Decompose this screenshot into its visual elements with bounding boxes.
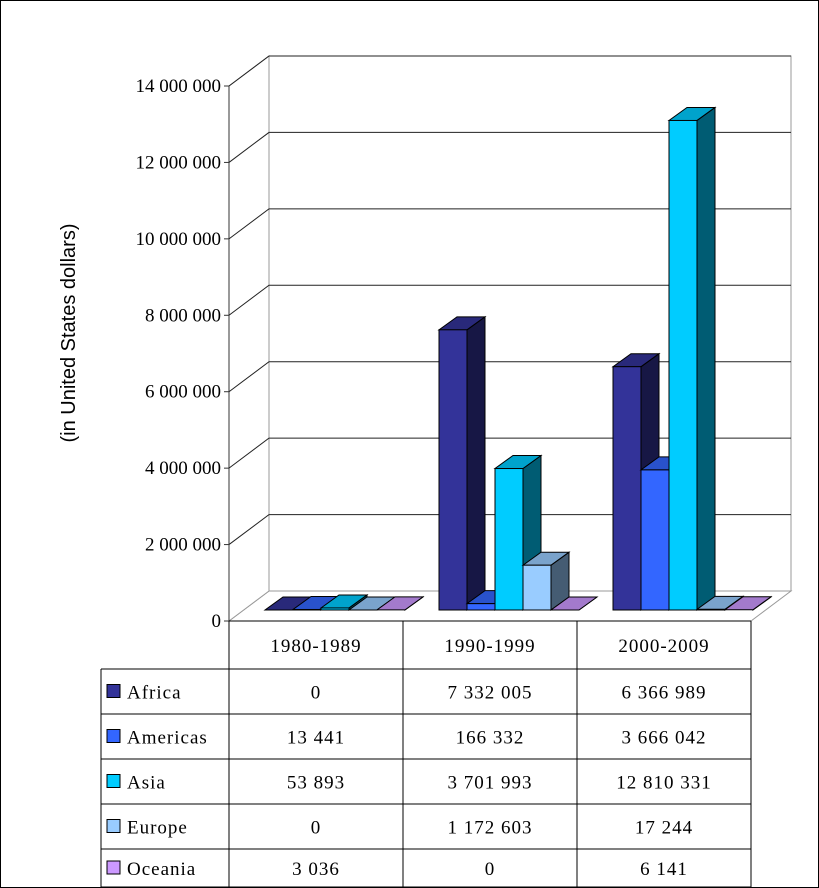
data-label: 3 701 993 [448, 773, 533, 794]
bar-asia-2000-2009 [667, 106, 717, 611]
bars [263, 106, 773, 611]
data-label: 3 036 [292, 859, 340, 880]
bar-oceania-1990-1999 [549, 596, 599, 611]
x-tick-label: 2000-2009 [618, 636, 709, 657]
y-tick-label: 12 000 000 [136, 152, 222, 173]
data-label: 12 810 331 [616, 773, 712, 794]
bar-europe-1990-1999 [521, 551, 571, 611]
x-tick-label: 1990-1999 [444, 636, 535, 657]
data-label: 6 141 [640, 859, 688, 880]
gridline [228, 131, 791, 163]
bar-oceania-1980-1989 [375, 595, 425, 611]
data-label: 1 172 603 [448, 818, 533, 839]
legend-key-americas [106, 729, 121, 743]
y-axis-label: (in United States dollars) [58, 224, 80, 443]
y-axis-ticks: 0 2 000 000 4 000 000 6 000 000 8 000 000 10 … [136, 76, 229, 632]
gridline [228, 55, 791, 87]
data-label: 7 332 005 [448, 683, 533, 704]
legend-label: Asia [127, 773, 166, 794]
y-tick-label: 6 000 000 [145, 382, 221, 403]
legend-label: Oceania [127, 859, 196, 880]
legend-key-asia [106, 774, 121, 788]
gridline [228, 208, 791, 240]
data-label: 6 366 989 [622, 683, 707, 704]
y-tick-label: 8 000 000 [145, 305, 221, 326]
data-label: 0 [485, 859, 496, 880]
legend-key-oceania [106, 860, 121, 875]
chart-side-wall [228, 55, 270, 622]
data-label: 53 893 [287, 773, 345, 794]
legend-label: Africa [127, 683, 182, 704]
bar-oceania-2000-2009 [723, 595, 773, 611]
y-tick-label: 10 000 000 [136, 229, 222, 250]
gridline [228, 361, 791, 393]
bar-africa-1990-1999 [437, 315, 487, 611]
data-label: 166 332 [456, 728, 525, 749]
data-table: 1980-1989 1990-1999 2000-2009 Africa 0 7 332 … [100, 620, 752, 887]
legend-label: Europe [127, 818, 188, 839]
data-label: 13 441 [287, 728, 345, 749]
legend-key-africa [106, 684, 121, 698]
gridline [228, 284, 791, 316]
legend-key-europe [106, 819, 121, 833]
data-label: 17 244 [635, 818, 693, 839]
y-tick-label: 14 000 000 [136, 76, 222, 97]
y-tick-label: 0 [212, 611, 222, 632]
data-label: 3 666 042 [622, 728, 707, 749]
bar-asia-1990-1999 [493, 454, 543, 611]
data-label: 0 [311, 683, 322, 704]
legend-label: Americas [127, 728, 208, 749]
y-tick-label: 2 000 000 [145, 535, 221, 556]
y-tick-label: 4 000 000 [145, 458, 221, 479]
x-tick-label: 1980-1989 [270, 636, 361, 657]
data-label: 0 [311, 818, 322, 839]
